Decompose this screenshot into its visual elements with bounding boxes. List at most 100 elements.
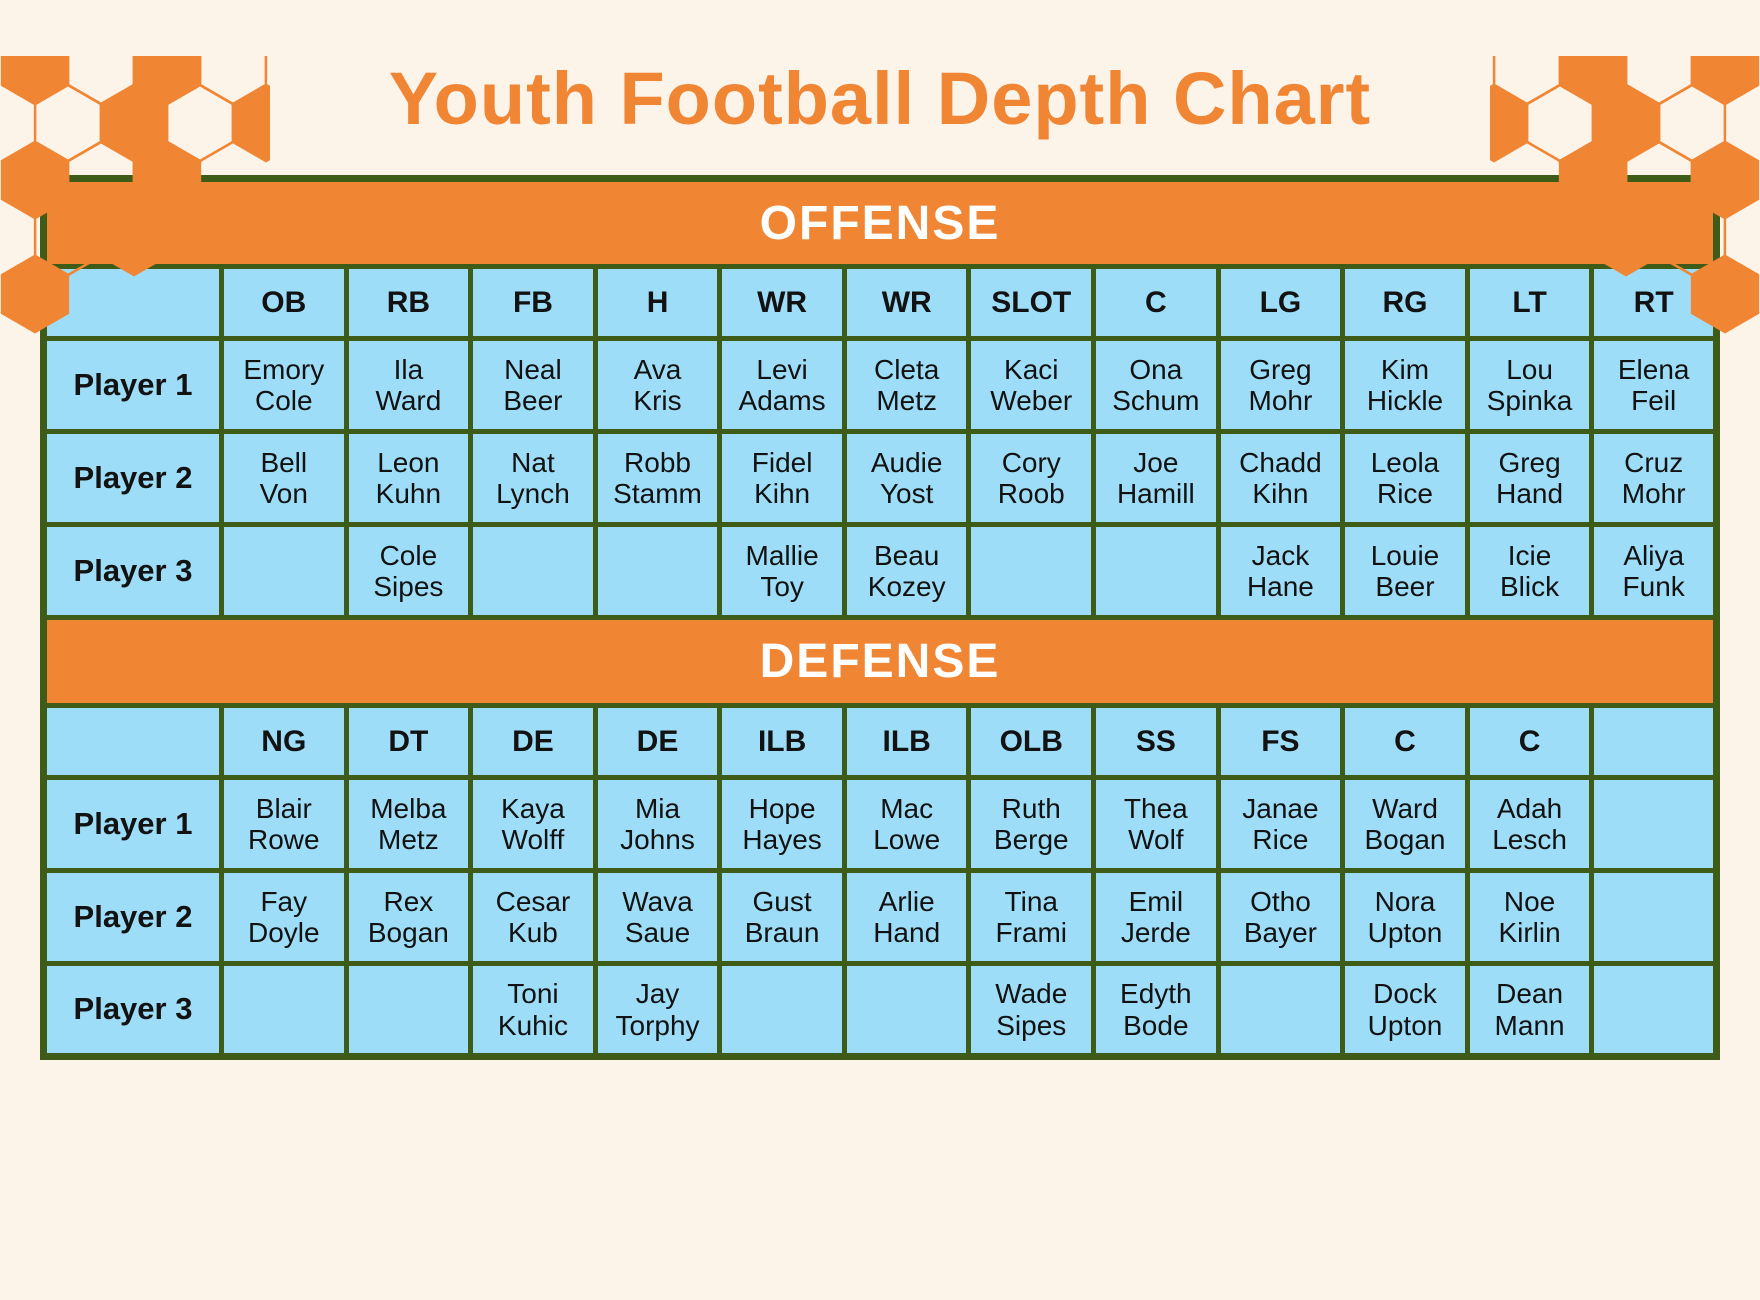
position-header: DE [468,703,598,780]
player-cell: Ruth Berge [966,775,1097,873]
player-cell: Icie Blick [1464,522,1595,620]
position-header: WR [841,264,972,341]
player-cell: Leon Kuhn [343,429,474,527]
position-header: C [1091,264,1221,341]
player-cell: Jay Torphy [592,961,723,1059]
player-cell: Thea Wolf [1091,775,1221,873]
section-banner-defense: DEFENSE [41,615,1719,708]
position-header: C [1464,703,1595,780]
position-header [1589,703,1719,780]
player-cell: Lou Spinka [1464,336,1595,434]
player-cell: Audie Yost [841,429,972,527]
position-header: H [592,264,723,341]
player-cell: Dock Upton [1340,961,1470,1059]
player-cell: Emil Jerde [1091,868,1221,966]
player-cell: Rex Bogan [343,868,474,966]
position-header: OB [219,264,349,341]
player-row: Player 1 Blair Rowe Melba Metz Kaya Wolff Mia Jo… [41,775,1719,873]
player-cell: Kaci Weber [966,336,1097,434]
player-cell: Mac Lowe [841,775,972,873]
player-cell: Ward Bogan [1340,775,1470,873]
player-cell [966,522,1097,620]
player-cell [1589,868,1719,966]
player-cell [717,961,847,1059]
player-cell: Louie Beer [1340,522,1470,620]
player-cell: Adah Lesch [1464,775,1595,873]
section-banner-row: DEFENSE [41,615,1719,708]
player-cell [343,961,474,1059]
player-cell: Levi Adams [717,336,847,434]
player-cell: Neal Beer [468,336,598,434]
position-header: DT [343,703,474,780]
player-cell: Elena Feil [1589,336,1719,434]
row-label: Player 3 [41,522,224,620]
player-cell: Otho Bayer [1215,868,1346,966]
position-header: ILB [841,703,972,780]
player-cell: Ava Kris [592,336,723,434]
position-header: RB [343,264,474,341]
position-header: ILB [717,703,847,780]
player-cell: Aliya Funk [1589,522,1719,620]
corner-cell [41,264,224,341]
row-label: Player 1 [41,336,224,434]
player-cell: Wade Sipes [966,961,1097,1059]
player-cell [219,961,349,1059]
player-cell: Leola Rice [1340,429,1470,527]
player-cell: Dean Mann [1464,961,1595,1059]
player-cell: Nora Upton [1340,868,1470,966]
player-cell: Nat Lynch [468,429,598,527]
player-cell: Melba Metz [343,775,474,873]
player-cell: Joe Hamill [1091,429,1221,527]
player-cell: Hope Hayes [717,775,847,873]
player-cell [841,961,972,1059]
row-label: Player 2 [41,429,224,527]
position-header: FS [1215,703,1346,780]
player-cell: Greg Hand [1464,429,1595,527]
player-cell: Gust Braun [717,868,847,966]
player-cell [468,522,598,620]
position-header: FB [468,264,598,341]
position-header-row: NG DT DE DE ILB ILB OLB SS FS C C [41,703,1719,780]
player-row: Player 3 Toni Kuhic Jay Torphy Wade Sipes Edyth… [41,961,1719,1059]
player-cell [219,522,349,620]
position-header: NG [219,703,349,780]
player-cell: Blair Rowe [219,775,349,873]
position-header: SLOT [966,264,1097,341]
player-cell: Cole Sipes [343,522,474,620]
page-title: Youth Football Depth Chart [388,57,1372,140]
player-cell: Cory Roob [966,429,1097,527]
player-cell: Kaya Wolff [468,775,598,873]
section-banner-row: OFFENSE [41,176,1719,269]
player-cell: Beau Kozey [841,522,972,620]
player-cell: Arlie Hand [841,868,972,966]
player-cell: Cleta Metz [841,336,972,434]
position-header: SS [1091,703,1221,780]
corner-cell [41,703,224,780]
player-cell: Greg Mohr [1215,336,1346,434]
player-cell [1215,961,1346,1059]
player-cell: Cesar Kub [468,868,598,966]
player-cell: Janae Rice [1215,775,1346,873]
position-header: RT [1589,264,1719,341]
row-label: Player 3 [41,961,224,1059]
position-header: RG [1340,264,1470,341]
player-cell: Mallie Toy [717,522,847,620]
position-header: DE [592,703,723,780]
position-header: C [1340,703,1470,780]
player-cell [592,522,723,620]
player-row: Player 3 Cole Sipes Mallie Toy Beau Kozey Jack H… [41,522,1719,620]
player-cell: Noe Kirlin [1464,868,1595,966]
player-cell: Mia Johns [592,775,723,873]
player-cell: Wava Saue [592,868,723,966]
player-cell: Edyth Bode [1091,961,1221,1059]
player-cell: Cruz Mohr [1589,429,1719,527]
player-row: Player 1 Emory Cole Ila Ward Neal Beer Ava Kris L… [41,336,1719,434]
player-cell [1091,522,1221,620]
player-cell: Toni Kuhic [468,961,598,1059]
section-banner-offense: OFFENSE [41,176,1719,269]
player-cell [1589,961,1719,1059]
player-cell: Jack Hane [1215,522,1346,620]
player-cell: Robb Stamm [592,429,723,527]
player-cell: Ona Schum [1091,336,1221,434]
